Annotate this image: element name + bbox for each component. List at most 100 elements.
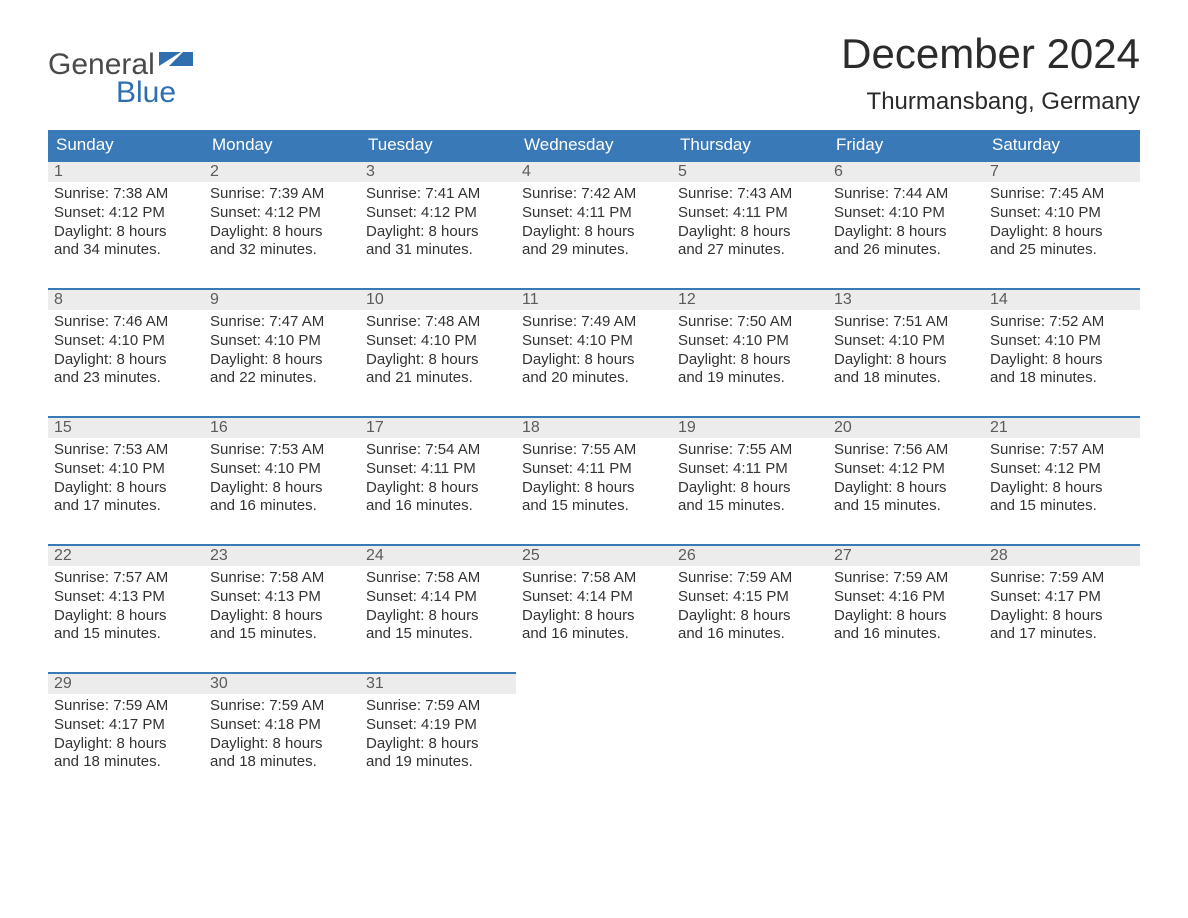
calendar-day-cell: 11Sunrise: 7:49 AMSunset: 4:10 PMDayligh… bbox=[516, 288, 672, 416]
daylight-text: Daylight: 8 hours bbox=[366, 735, 510, 754]
calendar-day-cell: 18Sunrise: 7:55 AMSunset: 4:11 PMDayligh… bbox=[516, 416, 672, 544]
day-details: Sunrise: 7:44 AMSunset: 4:10 PMDaylight:… bbox=[828, 182, 984, 264]
daylight-text: and 19 minutes. bbox=[678, 369, 822, 388]
day-number: 16 bbox=[204, 416, 360, 438]
sunset-text: Sunset: 4:11 PM bbox=[522, 460, 666, 479]
calendar-day-cell: 30Sunrise: 7:59 AMSunset: 4:18 PMDayligh… bbox=[204, 672, 360, 800]
sunrise-text: Sunrise: 7:56 AM bbox=[834, 441, 978, 460]
daylight-text: and 18 minutes. bbox=[834, 369, 978, 388]
weekday-header: Saturday bbox=[984, 130, 1140, 160]
day-details: Sunrise: 7:59 AMSunset: 4:17 PMDaylight:… bbox=[48, 694, 204, 776]
daylight-text: and 29 minutes. bbox=[522, 241, 666, 260]
daylight-text: Daylight: 8 hours bbox=[54, 735, 198, 754]
daylight-text: Daylight: 8 hours bbox=[210, 607, 354, 626]
sunset-text: Sunset: 4:10 PM bbox=[990, 204, 1134, 223]
day-details: Sunrise: 7:57 AMSunset: 4:12 PMDaylight:… bbox=[984, 438, 1140, 520]
day-details: Sunrise: 7:49 AMSunset: 4:10 PMDaylight:… bbox=[516, 310, 672, 392]
calendar-week-row: 22Sunrise: 7:57 AMSunset: 4:13 PMDayligh… bbox=[48, 544, 1140, 672]
sunrise-text: Sunrise: 7:57 AM bbox=[54, 569, 198, 588]
weekday-header: Monday bbox=[204, 130, 360, 160]
calendar-day-cell: 23Sunrise: 7:58 AMSunset: 4:13 PMDayligh… bbox=[204, 544, 360, 672]
calendar-day-cell: 4Sunrise: 7:42 AMSunset: 4:11 PMDaylight… bbox=[516, 160, 672, 288]
sunset-text: Sunset: 4:10 PM bbox=[366, 332, 510, 351]
day-number: 31 bbox=[360, 672, 516, 694]
day-details: Sunrise: 7:59 AMSunset: 4:17 PMDaylight:… bbox=[984, 566, 1140, 648]
daylight-text: Daylight: 8 hours bbox=[834, 351, 978, 370]
day-number: 25 bbox=[516, 544, 672, 566]
day-details: Sunrise: 7:54 AMSunset: 4:11 PMDaylight:… bbox=[360, 438, 516, 520]
calendar-day-cell bbox=[828, 672, 984, 800]
daylight-text: Daylight: 8 hours bbox=[678, 351, 822, 370]
day-number: 12 bbox=[672, 288, 828, 310]
daylight-text: Daylight: 8 hours bbox=[990, 607, 1134, 626]
sunrise-text: Sunrise: 7:59 AM bbox=[366, 697, 510, 716]
daylight-text: and 25 minutes. bbox=[990, 241, 1134, 260]
daylight-text: Daylight: 8 hours bbox=[522, 479, 666, 498]
daylight-text: Daylight: 8 hours bbox=[54, 479, 198, 498]
sunrise-text: Sunrise: 7:59 AM bbox=[678, 569, 822, 588]
day-number: 11 bbox=[516, 288, 672, 310]
weekday-header: Sunday bbox=[48, 130, 204, 160]
daylight-text: and 32 minutes. bbox=[210, 241, 354, 260]
sunset-text: Sunset: 4:11 PM bbox=[678, 204, 822, 223]
calendar-week-row: 15Sunrise: 7:53 AMSunset: 4:10 PMDayligh… bbox=[48, 416, 1140, 544]
calendar-week-row: 1Sunrise: 7:38 AMSunset: 4:12 PMDaylight… bbox=[48, 160, 1140, 288]
daylight-text: Daylight: 8 hours bbox=[834, 607, 978, 626]
daylight-text: and 18 minutes. bbox=[210, 753, 354, 772]
day-details: Sunrise: 7:38 AMSunset: 4:12 PMDaylight:… bbox=[48, 182, 204, 264]
day-details: Sunrise: 7:58 AMSunset: 4:14 PMDaylight:… bbox=[516, 566, 672, 648]
calendar-day-cell: 20Sunrise: 7:56 AMSunset: 4:12 PMDayligh… bbox=[828, 416, 984, 544]
calendar-day-cell bbox=[672, 672, 828, 800]
day-details: Sunrise: 7:55 AMSunset: 4:11 PMDaylight:… bbox=[516, 438, 672, 520]
daylight-text: and 17 minutes. bbox=[990, 625, 1134, 644]
daylight-text: Daylight: 8 hours bbox=[522, 607, 666, 626]
daylight-text: Daylight: 8 hours bbox=[522, 223, 666, 242]
calendar-day-cell: 5Sunrise: 7:43 AMSunset: 4:11 PMDaylight… bbox=[672, 160, 828, 288]
daylight-text: and 15 minutes. bbox=[678, 497, 822, 516]
sunset-text: Sunset: 4:11 PM bbox=[522, 204, 666, 223]
sunset-text: Sunset: 4:10 PM bbox=[678, 332, 822, 351]
sunset-text: Sunset: 4:10 PM bbox=[54, 332, 198, 351]
day-number: 23 bbox=[204, 544, 360, 566]
day-details: Sunrise: 7:56 AMSunset: 4:12 PMDaylight:… bbox=[828, 438, 984, 520]
sunrise-text: Sunrise: 7:47 AM bbox=[210, 313, 354, 332]
sunset-text: Sunset: 4:10 PM bbox=[834, 204, 978, 223]
sunrise-text: Sunrise: 7:54 AM bbox=[366, 441, 510, 460]
day-number: 8 bbox=[48, 288, 204, 310]
sunset-text: Sunset: 4:13 PM bbox=[210, 588, 354, 607]
month-title: December 2024 bbox=[841, 30, 1140, 78]
calendar-day-cell: 29Sunrise: 7:59 AMSunset: 4:17 PMDayligh… bbox=[48, 672, 204, 800]
day-number: 2 bbox=[204, 160, 360, 182]
sunrise-text: Sunrise: 7:44 AM bbox=[834, 185, 978, 204]
calendar-day-cell: 24Sunrise: 7:58 AMSunset: 4:14 PMDayligh… bbox=[360, 544, 516, 672]
day-number: 19 bbox=[672, 416, 828, 438]
calendar-day-cell: 28Sunrise: 7:59 AMSunset: 4:17 PMDayligh… bbox=[984, 544, 1140, 672]
day-number: 7 bbox=[984, 160, 1140, 182]
calendar-day-cell: 25Sunrise: 7:58 AMSunset: 4:14 PMDayligh… bbox=[516, 544, 672, 672]
calendar-day-cell: 3Sunrise: 7:41 AMSunset: 4:12 PMDaylight… bbox=[360, 160, 516, 288]
daylight-text: and 15 minutes. bbox=[366, 625, 510, 644]
weekday-header: Friday bbox=[828, 130, 984, 160]
sunrise-text: Sunrise: 7:59 AM bbox=[54, 697, 198, 716]
day-number: 27 bbox=[828, 544, 984, 566]
daylight-text: Daylight: 8 hours bbox=[210, 223, 354, 242]
daylight-text: and 31 minutes. bbox=[366, 241, 510, 260]
daylight-text: Daylight: 8 hours bbox=[54, 351, 198, 370]
sunset-text: Sunset: 4:18 PM bbox=[210, 716, 354, 735]
sunrise-text: Sunrise: 7:53 AM bbox=[54, 441, 198, 460]
day-details: Sunrise: 7:58 AMSunset: 4:13 PMDaylight:… bbox=[204, 566, 360, 648]
daylight-text: Daylight: 8 hours bbox=[210, 735, 354, 754]
day-details: Sunrise: 7:50 AMSunset: 4:10 PMDaylight:… bbox=[672, 310, 828, 392]
day-number: 13 bbox=[828, 288, 984, 310]
daylight-text: Daylight: 8 hours bbox=[990, 223, 1134, 242]
calendar-day-cell: 6Sunrise: 7:44 AMSunset: 4:10 PMDaylight… bbox=[828, 160, 984, 288]
daylight-text: Daylight: 8 hours bbox=[366, 607, 510, 626]
sunrise-text: Sunrise: 7:59 AM bbox=[834, 569, 978, 588]
daylight-text: and 26 minutes. bbox=[834, 241, 978, 260]
sunrise-text: Sunrise: 7:57 AM bbox=[990, 441, 1134, 460]
daylight-text: and 18 minutes. bbox=[990, 369, 1134, 388]
day-number: 20 bbox=[828, 416, 984, 438]
weekday-header: Tuesday bbox=[360, 130, 516, 160]
calendar-day-cell: 31Sunrise: 7:59 AMSunset: 4:19 PMDayligh… bbox=[360, 672, 516, 800]
daylight-text: and 18 minutes. bbox=[54, 753, 198, 772]
